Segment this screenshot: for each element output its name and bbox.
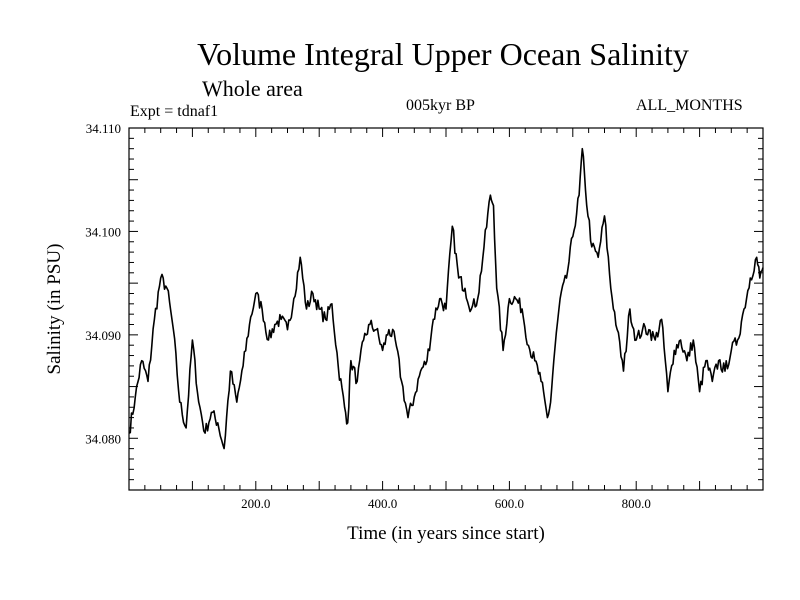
x-axis-label: Time (in years since start)	[347, 523, 545, 544]
x-tick-label: 200.0	[241, 496, 270, 511]
y-tick-label: 34.090	[85, 328, 121, 343]
chart-title: Volume Integral Upper Ocean Salinity	[197, 36, 689, 72]
tick-marks	[129, 128, 763, 490]
x-tick-label: 800.0	[622, 496, 651, 511]
y-axis-label: Salinity (in PSU)	[44, 244, 65, 375]
salinity-series-line	[128, 147, 764, 450]
y-tick-label: 34.110	[86, 121, 121, 136]
period-label: 005kyr BP	[406, 97, 475, 114]
x-tick-label: 400.0	[368, 496, 397, 511]
y-tick-label: 34.100	[85, 224, 121, 239]
chart-subtitle: Whole area	[202, 76, 303, 101]
y-tick-label: 34.080	[85, 431, 121, 446]
experiment-label: Expt = tdnaf1	[130, 103, 219, 120]
x-tick-label: 600.0	[495, 496, 524, 511]
tick-labels: 200.0 400.0 600.0 800.0 34.080 34.090 34.100 34…	[85, 121, 651, 511]
months-label: ALL_MONTHS	[636, 97, 743, 114]
